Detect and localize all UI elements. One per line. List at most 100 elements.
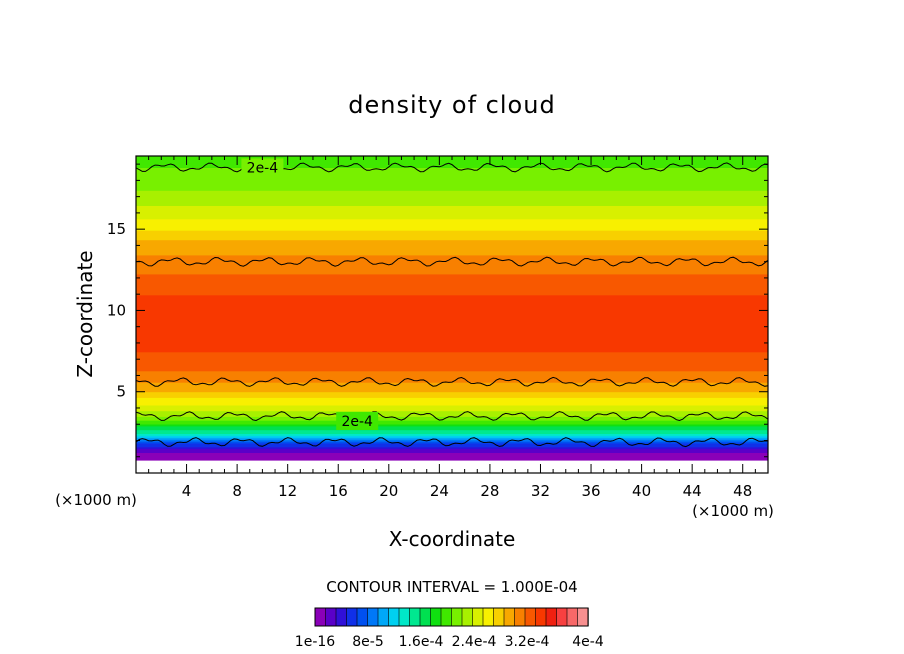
contour-band (136, 321, 768, 324)
contour-band (136, 182, 768, 186)
contour-band (136, 302, 768, 305)
contour-band (136, 315, 768, 319)
colorbar-swatch (335, 607, 348, 627)
contour-band (136, 357, 768, 360)
contour-band (136, 211, 768, 214)
colorbar-tick-label: 3.2e-4 (505, 634, 550, 650)
contour-band (136, 271, 768, 275)
colorbar-swatch (556, 607, 568, 627)
colorbar-swatch (430, 607, 442, 627)
contour-band (136, 298, 768, 301)
contour-band (136, 384, 768, 387)
contour-band (136, 192, 768, 195)
contour-band (136, 435, 768, 438)
contour-band (136, 254, 768, 258)
contour-band (136, 197, 768, 201)
contour-band (136, 403, 768, 406)
contour-band (136, 344, 768, 347)
contour-band (136, 186, 768, 189)
contour-band (136, 175, 768, 178)
contour-band (136, 159, 768, 163)
contour-band (136, 452, 768, 455)
contour-band (136, 243, 768, 246)
contour-band (136, 444, 768, 448)
x-unit-right: (×1000 m) (692, 502, 774, 520)
colorbar-swatch (514, 607, 526, 627)
contour-band (136, 382, 768, 385)
contour-band (136, 416, 768, 419)
contour-band (136, 427, 768, 431)
contour-band (136, 233, 768, 237)
contour-band (136, 437, 768, 440)
contour-band (136, 328, 768, 332)
contour-band (136, 404, 768, 408)
contour-band (136, 171, 768, 174)
contour-band (136, 230, 768, 233)
contour-band (136, 327, 768, 330)
contour-band (136, 260, 768, 263)
colorbar-swatch (314, 607, 327, 627)
contour-band (136, 205, 768, 208)
contour-band (136, 277, 768, 281)
contour-band (136, 368, 768, 372)
x-tick-label: 12 (278, 482, 297, 500)
contour-band (136, 220, 768, 224)
contour-band (136, 319, 768, 322)
contour-band (136, 353, 768, 357)
contour-band (136, 285, 768, 288)
colorbar-swatch (472, 607, 484, 627)
x-tick-label: 44 (683, 482, 702, 500)
contour-band (136, 294, 768, 298)
colorbar-tick-label: 4e-4 (572, 634, 604, 650)
contour-lines (136, 162, 768, 448)
contour-band (136, 456, 768, 459)
contour-band (136, 167, 768, 170)
colorbar-swatch (577, 607, 589, 627)
x-tick-label: 36 (581, 482, 600, 500)
contour-band (136, 266, 768, 269)
contour-band (136, 262, 768, 265)
contour-band (136, 176, 768, 180)
contour-band (136, 264, 768, 267)
contour-band (136, 338, 768, 341)
contour-band (136, 441, 768, 444)
contour-band (136, 281, 768, 284)
contour-band (136, 209, 768, 212)
contour-band (136, 203, 768, 206)
contour-band (136, 393, 768, 396)
contour-band (136, 213, 768, 216)
contour-band (136, 406, 768, 410)
contour-band (136, 241, 768, 244)
contour-band (136, 380, 768, 383)
contour-band (136, 287, 768, 290)
colorbar-swatch (535, 607, 547, 627)
contour-band (136, 414, 768, 417)
x-tick-label: 24 (430, 482, 449, 500)
contour-band (136, 279, 768, 282)
contour-band (136, 433, 768, 436)
contour-band (136, 226, 768, 229)
contour-band (136, 448, 768, 452)
colorbar-swatch (451, 607, 463, 627)
contour-band (136, 351, 768, 355)
y-tick-label: 5 (116, 383, 126, 401)
contour-interval: CONTOUR INTERVAL = 1.000E-04 (326, 578, 577, 596)
contour-band (136, 454, 768, 457)
contour-band (136, 207, 768, 210)
contour-band (136, 389, 768, 393)
x-axis-label: X-coordinate (389, 527, 516, 551)
y-axis: 5 10 15 (107, 163, 768, 458)
contour-band (136, 330, 768, 334)
contour-band (136, 308, 768, 311)
contour-band (136, 450, 768, 453)
contour-band (136, 349, 768, 353)
contour-band (136, 374, 768, 377)
colorbar-swatch (493, 607, 505, 627)
contour-band (136, 355, 768, 358)
contour-band (136, 336, 768, 339)
contour-band (136, 429, 768, 433)
contour-band (136, 292, 768, 296)
contour-band (136, 224, 768, 227)
contour-band (136, 342, 768, 345)
colorbar-swatch (388, 607, 400, 627)
